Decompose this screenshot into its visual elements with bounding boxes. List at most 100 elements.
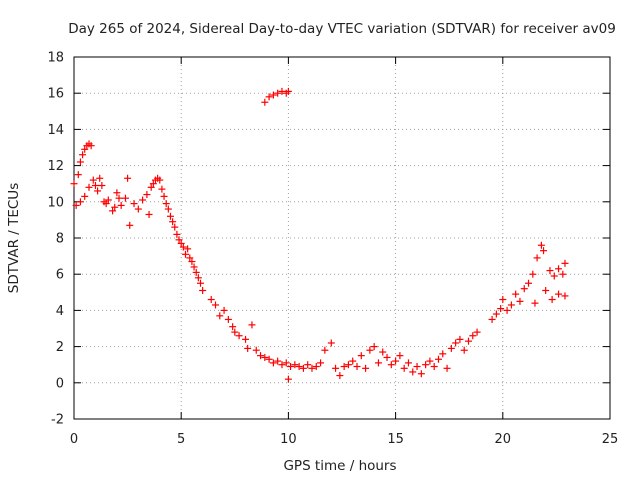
data-point: [102, 200, 110, 208]
x-tick-label: 15: [387, 432, 404, 447]
x-tick-label: 5: [177, 432, 185, 447]
data-point: [417, 370, 425, 378]
data-point: [464, 337, 472, 345]
data-point: [550, 272, 558, 280]
x-tick-label: 25: [602, 432, 619, 447]
data-point: [312, 363, 320, 371]
data-point: [278, 87, 286, 95]
data-point: [85, 183, 93, 191]
data-point: [492, 310, 500, 318]
data-point: [76, 198, 84, 206]
data-point: [336, 372, 344, 380]
data-point: [529, 270, 537, 278]
y-tick-label: -2: [51, 413, 64, 428]
data-point: [409, 368, 417, 376]
data-point: [357, 352, 365, 360]
data-point: [396, 352, 404, 360]
data-point: [321, 346, 329, 354]
data-point: [274, 357, 282, 365]
data-point: [98, 182, 106, 190]
data-point: [91, 182, 99, 190]
x-tick-label: 20: [495, 432, 512, 447]
data-point: [130, 200, 138, 208]
data-point: [525, 279, 533, 287]
data-point: [194, 274, 202, 282]
data-point: [224, 315, 232, 323]
y-tick-label: 10: [47, 195, 64, 210]
data-point: [366, 346, 374, 354]
data-point: [252, 346, 260, 354]
y-tick-label: 18: [47, 51, 64, 66]
data-point: [81, 145, 89, 153]
data-point: [171, 223, 179, 231]
data-point: [121, 194, 129, 202]
data-point: [497, 305, 505, 313]
data-point: [349, 357, 357, 365]
data-point: [76, 158, 84, 166]
data-point: [327, 339, 335, 347]
data-point: [134, 205, 142, 213]
y-tick-label: 8: [56, 232, 64, 247]
data-point: [426, 357, 434, 365]
data-point: [284, 375, 292, 383]
data-point: [188, 258, 196, 266]
data-point: [370, 343, 378, 351]
y-tick-label: 4: [56, 304, 64, 319]
data-point: [184, 245, 192, 253]
data-point: [111, 203, 119, 211]
data-point: [430, 363, 438, 371]
data-point: [546, 267, 554, 275]
data-point: [332, 364, 340, 372]
data-point: [149, 180, 157, 188]
data-point: [456, 335, 464, 343]
data-point: [261, 98, 269, 106]
data-point: [257, 352, 265, 360]
data-point: [265, 93, 273, 101]
data-point: [537, 241, 545, 249]
data-point: [379, 348, 387, 356]
data-point: [158, 185, 166, 193]
data-point: [139, 196, 147, 204]
data-point: [87, 142, 95, 150]
chart-title: Day 265 of 2024, Sidereal Day-to-day VTE…: [68, 21, 616, 37]
data-point: [72, 201, 80, 209]
data-point: [199, 286, 207, 294]
data-point: [447, 344, 455, 352]
data-point: [207, 296, 215, 304]
data-point: [81, 192, 89, 200]
data-point: [561, 259, 569, 267]
data-point: [173, 230, 181, 238]
data-point: [362, 364, 370, 372]
data-point: [531, 299, 539, 307]
data-point: [70, 180, 78, 188]
data-point: [473, 328, 481, 336]
data-point: [561, 292, 569, 300]
data-point: [186, 254, 194, 262]
y-tick-label: 2: [56, 340, 64, 355]
data-point: [115, 194, 123, 202]
data-point: [387, 361, 395, 369]
data-point: [434, 355, 442, 363]
data-point: [383, 353, 391, 361]
data-point: [166, 212, 174, 220]
data-point: [160, 192, 168, 200]
data-point: [533, 254, 541, 262]
data-point: [177, 239, 185, 247]
data-points: [70, 87, 569, 383]
data-point: [555, 290, 563, 298]
data-point: [104, 196, 112, 204]
data-point: [422, 361, 430, 369]
data-point: [488, 315, 496, 323]
data-point: [181, 250, 189, 258]
y-tick-label: 16: [47, 87, 64, 102]
data-point: [404, 359, 412, 367]
data-point: [469, 332, 477, 340]
data-point: [287, 363, 295, 371]
data-point: [220, 306, 228, 314]
data-point: [374, 359, 382, 367]
data-point: [109, 207, 117, 215]
data-point: [499, 296, 507, 304]
data-point: [295, 363, 303, 371]
data-point: [192, 268, 200, 276]
